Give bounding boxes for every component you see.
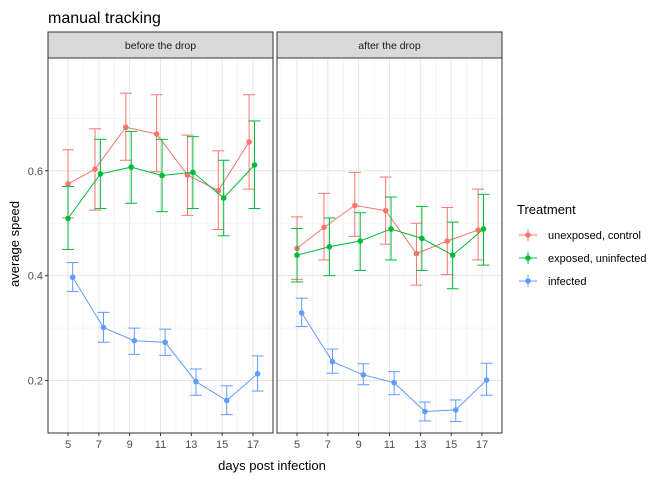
data-point bbox=[190, 169, 196, 176]
y-tick-label: 0.6 bbox=[28, 166, 43, 178]
data-point bbox=[100, 324, 107, 331]
x-tick-label: 17 bbox=[247, 439, 259, 451]
data-point bbox=[162, 339, 168, 346]
x-tick-label: 5 bbox=[294, 439, 300, 451]
data-point bbox=[452, 407, 459, 413]
legend-key-point bbox=[525, 232, 531, 238]
data-point bbox=[128, 164, 135, 170]
y-axis: 0.2 0.4 0.6 bbox=[28, 166, 48, 388]
facet-panel: after the drop bbox=[276, 31, 503, 434]
x-tick-label: 13 bbox=[185, 439, 197, 451]
data-point bbox=[298, 310, 305, 316]
data-point bbox=[475, 227, 481, 233]
data-point bbox=[193, 378, 199, 385]
data-point bbox=[326, 244, 333, 250]
data-point bbox=[357, 238, 364, 244]
y-axis-title: average speed bbox=[7, 201, 22, 287]
legend-key-point bbox=[525, 255, 531, 261]
data-point bbox=[422, 408, 428, 415]
facet-panel: before the drop bbox=[47, 31, 274, 434]
data-point bbox=[215, 187, 222, 194]
data-point bbox=[65, 181, 71, 187]
facet-strip-label: before the drop bbox=[125, 40, 196, 52]
data-point bbox=[413, 250, 420, 257]
x-tick-label: 11 bbox=[384, 439, 395, 451]
data-point bbox=[321, 224, 327, 231]
data-point bbox=[69, 274, 76, 281]
legend-label: infected bbox=[548, 276, 587, 288]
series-infected bbox=[66, 262, 264, 416]
x-tick-label: 9 bbox=[356, 439, 362, 451]
data-point bbox=[449, 252, 456, 259]
legend-entry: unexposed, control bbox=[519, 229, 641, 242]
x-tick-label: 15 bbox=[216, 439, 228, 451]
data-point bbox=[294, 252, 300, 259]
series-infected bbox=[295, 297, 493, 422]
data-point bbox=[123, 124, 129, 131]
x-tick-label: 15 bbox=[445, 439, 457, 451]
x-tick-label: 9 bbox=[127, 439, 133, 451]
legend-key-point bbox=[525, 278, 531, 284]
data-point bbox=[131, 337, 138, 344]
chart-title: manual tracking bbox=[48, 10, 161, 27]
data-point bbox=[65, 215, 71, 222]
data-point bbox=[483, 377, 490, 383]
legend-entry: infected bbox=[519, 275, 587, 288]
legend-label: exposed, uninfected bbox=[548, 253, 646, 265]
data-point bbox=[391, 379, 397, 386]
facet-strip-label: after the drop bbox=[358, 40, 421, 52]
x-axis: 5 7 9 11 13 15 17 5 7 9 11 13 15 17 bbox=[65, 433, 488, 451]
x-tick-label: 11 bbox=[155, 439, 166, 451]
data-point bbox=[159, 172, 165, 179]
data-point bbox=[382, 207, 389, 214]
x-tick-label: 5 bbox=[65, 439, 71, 451]
y-tick-label: 0.2 bbox=[28, 376, 43, 388]
x-tick-label: 17 bbox=[476, 439, 488, 451]
data-point bbox=[251, 162, 258, 168]
data-point bbox=[220, 195, 227, 201]
x-tick-label: 13 bbox=[414, 439, 426, 451]
legend-label: unexposed, control bbox=[548, 230, 641, 242]
facet-panels: before the drop after the drop bbox=[47, 31, 503, 434]
data-point bbox=[444, 238, 451, 244]
data-point bbox=[352, 202, 358, 209]
data-point bbox=[254, 370, 261, 377]
data-point bbox=[388, 226, 394, 232]
data-point bbox=[360, 371, 367, 378]
y-tick-label: 0.4 bbox=[28, 271, 43, 283]
data-point bbox=[329, 358, 336, 365]
data-point bbox=[153, 131, 160, 137]
data-point bbox=[92, 166, 98, 172]
legend: Treatment unexposed, control exposed, uni… bbox=[517, 202, 646, 288]
x-axis-title: days post infection bbox=[218, 458, 326, 473]
legend-entry: exposed, uninfected bbox=[519, 252, 646, 265]
data-point bbox=[480, 226, 487, 232]
legend-title: Treatment bbox=[517, 202, 576, 217]
data-point bbox=[223, 397, 230, 404]
data-point bbox=[97, 171, 104, 177]
data-point bbox=[419, 235, 425, 242]
x-tick-label: 7 bbox=[325, 439, 331, 451]
data-point bbox=[184, 172, 191, 178]
series-exposed-uninfected bbox=[291, 193, 490, 290]
x-tick-label: 7 bbox=[96, 439, 102, 451]
data-point bbox=[246, 139, 252, 145]
series-exposed-uninfected bbox=[62, 120, 261, 250]
facet-strip bbox=[47, 31, 274, 59]
